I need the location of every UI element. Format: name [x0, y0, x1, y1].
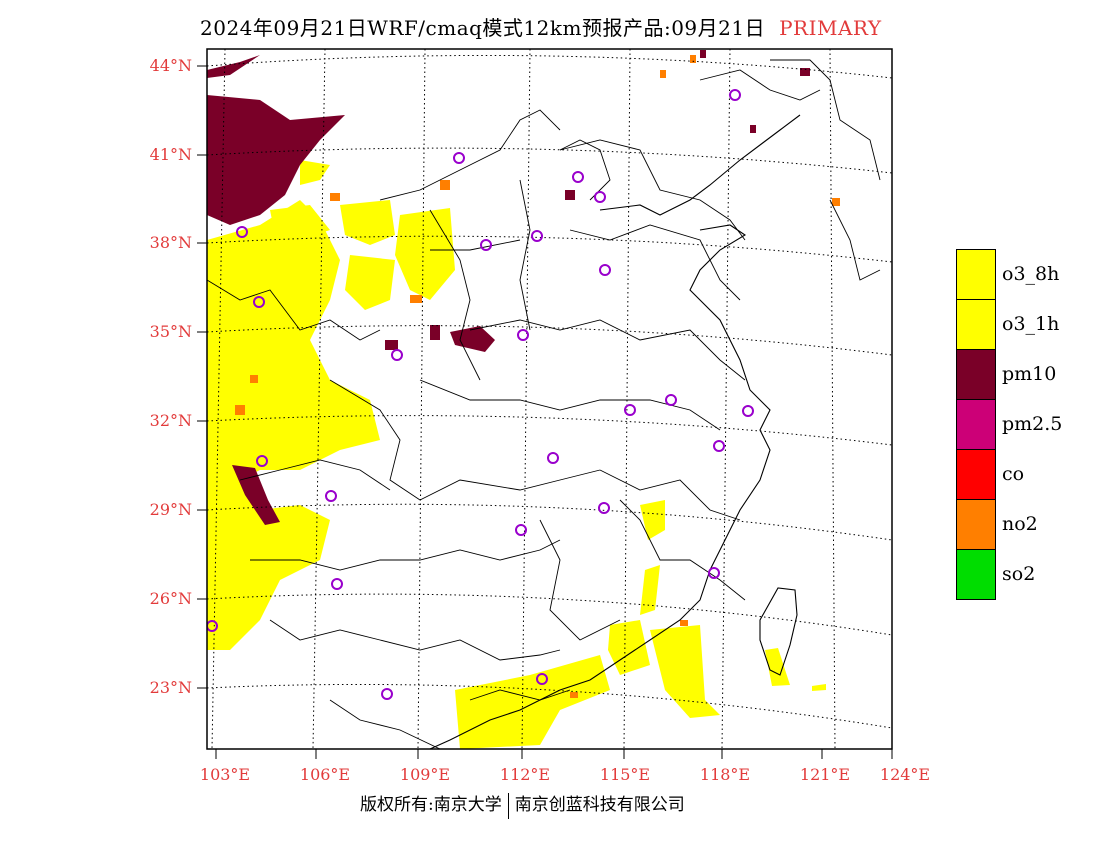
lat-label: 26°N [149, 589, 192, 608]
footer-divider [507, 792, 509, 819]
legend-label: o3_1h [1002, 313, 1060, 335]
copyright-footer: 版权所有:南京大学 南京创蓝科技有限公司 [360, 790, 685, 819]
legend-label: co [1002, 463, 1025, 485]
legend-label: o3_8h [1002, 263, 1060, 285]
legend-swatch [956, 549, 996, 600]
lon-label: 106°E [299, 765, 351, 784]
lat-label: 41°N [149, 145, 192, 164]
legend-label: so2 [1002, 563, 1036, 585]
copyright-left: 版权所有:南京大学 [360, 795, 502, 815]
station-markers [207, 89, 754, 700]
lat-label: 38°N [149, 233, 192, 252]
lat-label: 23°N [149, 678, 192, 697]
o3-area [207, 160, 826, 749]
pm10-area [207, 50, 810, 525]
legend-label: pm2.5 [1002, 413, 1063, 435]
legend-swatch [956, 349, 996, 400]
legend-label: no2 [1002, 513, 1038, 535]
legend-label: pm10 [1002, 363, 1057, 385]
map-frame [206, 48, 893, 750]
lat-label: 35°N [149, 322, 192, 341]
lon-label: 118°E [699, 765, 751, 784]
legend-swatch [956, 449, 996, 500]
lon-label: 112°E [499, 765, 551, 784]
legend-swatch [956, 499, 996, 550]
lat-label: 44°N [149, 56, 192, 75]
lon-label: 121°E [799, 765, 851, 784]
lat-label: 32°N [149, 411, 192, 430]
lon-label: 115°E [599, 765, 651, 784]
lon-label: 124°E [879, 765, 931, 784]
no2-area [235, 55, 840, 698]
title-text: 2024年09月21日WRF/cmaq模式12km预报产品:09月21日 [200, 16, 766, 40]
lon-label: 109°E [399, 765, 451, 784]
copyright-right: 南京创蓝科技有限公司 [514, 795, 685, 815]
legend-swatch [956, 299, 996, 350]
map-title: 2024年09月21日WRF/cmaq模式12km预报产品:09月21日 PRIM… [200, 12, 882, 41]
legend-swatch [956, 249, 996, 300]
legend-swatch [956, 399, 996, 450]
lat-label: 29°N [149, 500, 192, 519]
lon-label: 103°E [199, 765, 251, 784]
primary-label: PRIMARY [779, 16, 882, 40]
